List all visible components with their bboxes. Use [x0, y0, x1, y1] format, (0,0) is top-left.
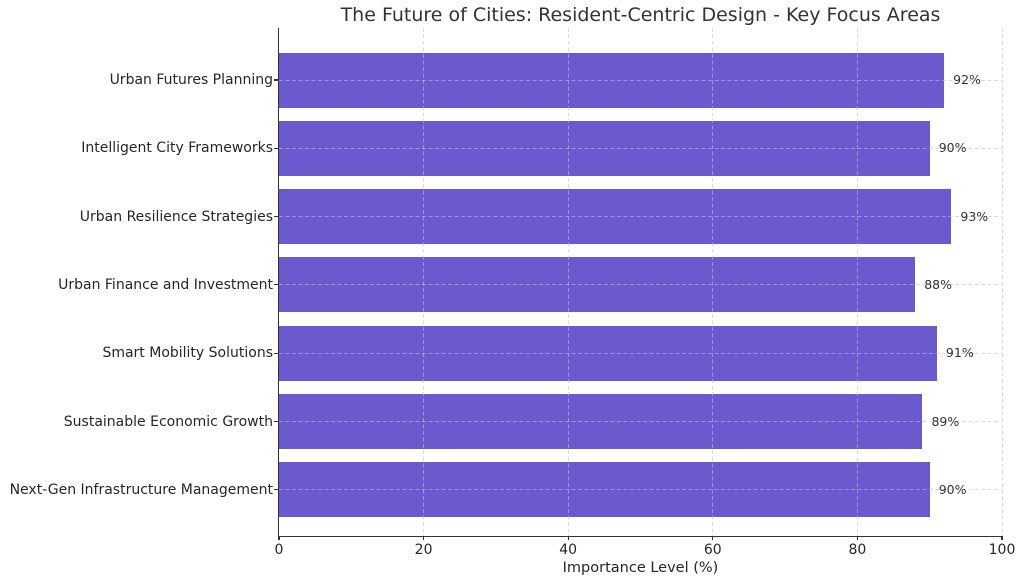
- bar: [279, 462, 930, 518]
- x-tick-mark: [423, 536, 425, 540]
- x-tick-mark: [278, 536, 280, 540]
- bar: [279, 394, 923, 449]
- category-label: Smart Mobility Solutions: [102, 345, 273, 362]
- y-tick-mark: [274, 489, 278, 491]
- category-label: Urban Resilience Strategies: [79, 208, 273, 225]
- x-gridline-overlay: [1001, 28, 1003, 536]
- category-label: Next-Gen Infrastructure Management: [9, 481, 273, 498]
- x-tick-label: 60: [703, 542, 722, 558]
- x-tick-label: 80: [848, 542, 867, 558]
- y-tick-mark: [274, 420, 278, 423]
- y-gridline-overlay: [279, 216, 1002, 218]
- bar: [279, 325, 937, 381]
- plot-area: [274, 28, 1003, 540]
- y-gridline-overlay: [279, 284, 1002, 286]
- bar: [279, 120, 930, 176]
- x-gridline-overlay: [423, 28, 425, 536]
- category-label: Sustainable Economic Growth: [63, 413, 273, 430]
- x-tick-mark: [567, 536, 569, 540]
- y-gridline-overlay: [279, 352, 1002, 354]
- x-gridline-overlay: [567, 28, 569, 536]
- x-tick-mark: [1001, 536, 1003, 540]
- y-tick-mark: [274, 284, 278, 286]
- y-gridline-overlay: [279, 79, 1002, 81]
- x-tick-mark: [712, 536, 714, 540]
- x-axis-spine: [277, 535, 1002, 538]
- x-tick-label: 0: [274, 542, 284, 558]
- category-label: Intelligent City Frameworks: [81, 140, 273, 157]
- bar: [279, 52, 945, 108]
- x-tick-label: 40: [559, 542, 578, 558]
- y-gridline-overlay: [279, 147, 1002, 149]
- y-gridline-overlay: [279, 489, 1002, 491]
- bar: [279, 189, 952, 245]
- y-tick-mark: [274, 352, 278, 354]
- category-label: Urban Finance and Investment: [58, 276, 273, 293]
- y-tick-mark: [274, 216, 278, 218]
- x-gridline-overlay: [856, 28, 858, 536]
- y-axis-spine: [277, 28, 279, 537]
- x-tick-label: 20: [414, 542, 433, 558]
- y-gridline-overlay: [279, 421, 1002, 422]
- x-axis-label: Importance Level (%): [562, 560, 719, 576]
- x-gridline: [1001, 28, 1003, 536]
- category-label: Urban Futures Planning: [109, 72, 273, 88]
- bar: [279, 257, 916, 313]
- chart-title: The Future of Cities: Resident-Centric D…: [340, 4, 941, 26]
- x-tick-mark: [856, 536, 858, 540]
- x-tick-label: 100: [988, 542, 1016, 558]
- y-tick-mark: [274, 79, 278, 81]
- y-tick-mark: [274, 147, 278, 149]
- x-gridline-overlay: [712, 28, 714, 536]
